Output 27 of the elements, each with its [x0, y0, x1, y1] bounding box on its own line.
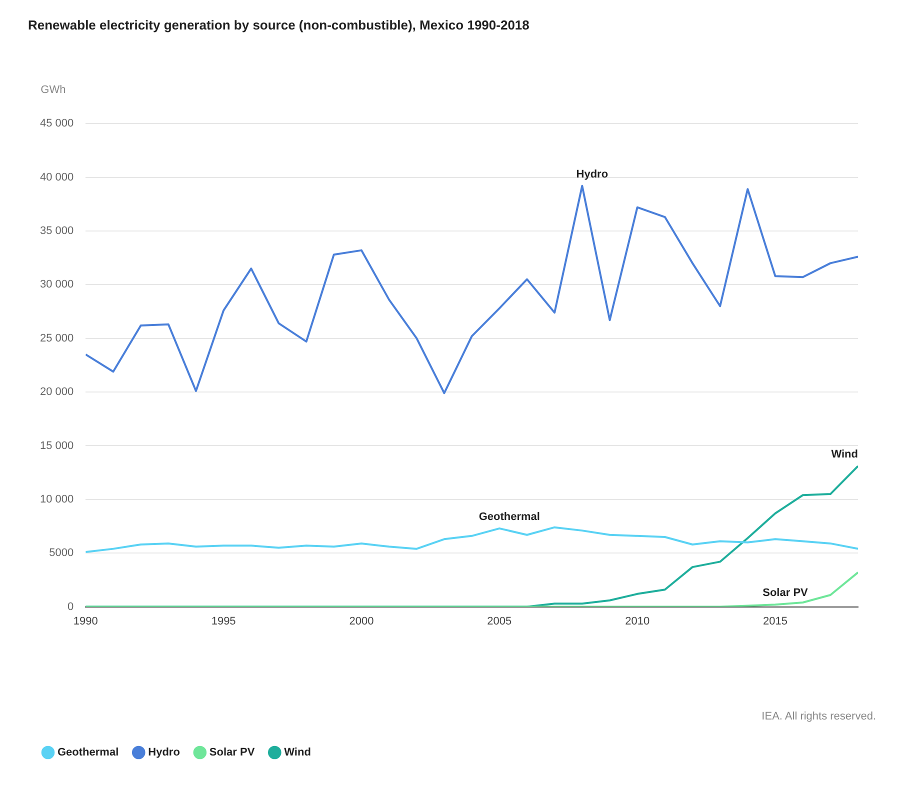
x-tick-label: 2005 [487, 615, 512, 628]
x-tick-label: 2010 [625, 615, 650, 628]
y-tick-label: 20 000 [40, 386, 74, 398]
y-tick-label: 35 000 [40, 225, 74, 238]
x-tick-label: 1995 [211, 615, 236, 628]
legend-label: Wind [284, 746, 311, 759]
y-axis-title: GWh [40, 84, 66, 96]
y-tick-label: 25 000 [40, 332, 74, 344]
y-tick-label: 10 000 [40, 493, 74, 506]
y-tick-label: 5000 [49, 547, 74, 560]
y-tick-label: 30 000 [40, 278, 74, 291]
y-tick-label: 0 [68, 600, 74, 613]
y-tick-label: 15 000 [40, 440, 74, 452]
x-tick-label: 2015 [763, 615, 788, 628]
x-tick-label: 2000 [349, 615, 374, 628]
x-tick-label: 1990 [73, 615, 98, 628]
y-tick-label: 40 000 [40, 171, 74, 184]
annotation: Geothermal [478, 510, 540, 523]
annotation: Wind [831, 448, 858, 461]
annotation: Hydro [576, 168, 608, 180]
legend-label: Solar PV [209, 746, 256, 759]
legend-label: Hydro [148, 746, 180, 759]
legend-label: Geothermal [58, 746, 119, 759]
annotation: Solar PV [762, 587, 809, 600]
y-tick-label: 45 000 [40, 118, 74, 130]
chart-title: Renewable electricity generation by source (non-combustible), Mexico 1990-2018 [28, 17, 530, 32]
text: IEA. All rights reserved. [762, 710, 876, 722]
